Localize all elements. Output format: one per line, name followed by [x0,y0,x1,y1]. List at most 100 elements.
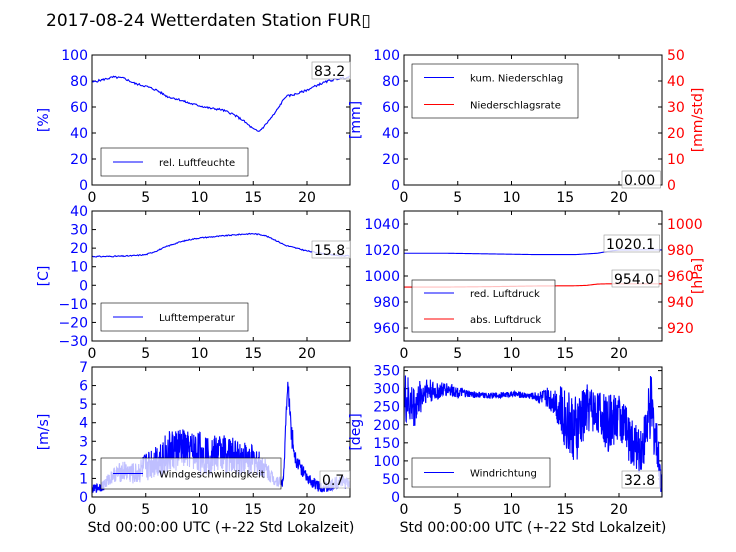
legend-box [411,279,556,333]
y-tick-label: 200 [373,418,400,434]
value-annotation-box [311,240,351,259]
y-tick-label: 80 [70,74,88,90]
value-annotation-box [319,470,351,489]
y-tick-label: 5 [79,397,88,413]
y2-tick-label: 0 [667,178,676,194]
y-tick-label: 60 [382,100,400,116]
legend-label: Lufttemperatur [159,313,236,324]
x-tick-label: 0 [88,346,97,362]
x-tick-label: 5 [453,502,462,518]
x-tick-label: 0 [400,190,409,206]
panel-temperature: 0 5 10 15 20 −30 −20 −10 0 10 20 30 40 Lufttemperatur… [36,204,351,362]
x-tick-label: 5 [453,346,462,362]
x-tick-label: 15 [244,346,262,362]
x-tick-label: 20 [298,346,316,362]
y2-tick-label: 10 [667,152,685,168]
y-tick-label: 0 [391,178,400,194]
y-tick-label: −10 [58,297,88,313]
y2-axis-label: [hPa] [690,258,706,294]
x-tick-label: 20 [298,190,316,206]
panel-precipitation: 0 5 10 15 20 0 20 40 60 80 100 0 10 20 30 40 50 kum. Nied… [348,48,706,206]
y2-tick-label: 960 [667,269,694,285]
y2-tick-label: 30 [667,100,685,116]
y-tick-label: 20 [382,152,400,168]
y2-tick-label: 20 [667,126,685,142]
series-line-lufttemperatur [91,232,351,258]
y-tick-label: 7 [79,360,88,376]
y-tick-label: 1020 [364,243,400,259]
series-line-windrichtung [403,375,663,496]
y-tick-label: 0 [79,178,88,194]
y-tick-label: −30 [58,334,88,350]
y-tick-label: 1040 [364,217,400,233]
y-tick-label: 20 [70,152,88,168]
y-tick-label: 1 [79,471,88,487]
axes-frame [91,366,351,498]
y-tick-label: 40 [382,126,400,142]
value-annotation: 32.8 [624,473,655,489]
x-tick-label: 10 [191,346,209,362]
panel-wind-direction: 0 5 10 15 20050100150200250300350Windrichtun… [348,364,666,536]
x-tick-label: 5 [141,346,150,362]
y-axis-label: [C] [36,266,52,287]
y2-tick-label: 940 [667,295,694,311]
panel-humidity: 0 5 10 15 20 0 20 40 60 80 100 rel. Luftfeuchte 83.2… [36,48,351,206]
x-tick-label: 15 [556,346,574,362]
y-tick-label: 3 [79,434,88,450]
y-tick-label: 50 [382,472,400,488]
x-tick-label: 20 [610,502,628,518]
value-annotation-box [621,470,661,489]
x-tick-label: 15 [556,502,574,518]
x-axis-label: Std 00:00:00 UTC (+-22 Std Lokalzeit) [400,520,667,536]
legend-label: kum. Niederschlag [470,74,563,85]
value-annotation: 15.8 [314,243,345,259]
y-tick-label: 2 [79,453,88,469]
value-annotation: 0.00 [624,173,655,189]
figure-title: 2017-08-24 Wetterdaten Station FUR▯ [46,11,371,31]
value-annotation-box [621,170,661,189]
y-tick-label: 10 [70,260,88,276]
y-tick-label: 960 [373,321,400,337]
x-tick-label: 5 [453,190,462,206]
y-axis-label: [mm] [348,101,364,139]
x-axis-label: Std 00:00:00 UTC (+-22 Std Lokalzeit) [88,520,355,536]
y-tick-label: 40 [70,126,88,142]
legend-label: red. Luftdruck [470,289,540,300]
x-tick-label: 0 [400,502,409,518]
x-tick-label: 10 [503,346,521,362]
x-tick-label: 10 [503,190,521,206]
y-axis-label: [m/s] [36,414,52,451]
x-tick-label: 20 [610,346,628,362]
value-annotation-box [611,269,660,288]
x-tick-label: 10 [191,502,209,518]
value-annotation: 954.0 [614,272,654,288]
legend-label: Windgeschwindigkeit [159,470,265,481]
y2-tick-label: 50 [667,48,685,64]
x-tick-label: 15 [556,190,574,206]
axes-frame [403,366,663,498]
value-annotation: 0.7 [322,473,344,489]
legend-label: Niederschlagsrate [470,101,561,112]
y-tick-label: 4 [79,416,88,432]
y-tick-label: 20 [70,241,88,257]
y-tick-label: −20 [58,315,88,331]
panel-pressure: 0 5 10 15 20 960 980 1000 1020 1040 920 940 960 980 10… [364,210,706,362]
y-tick-label: 60 [70,100,88,116]
y-tick-label: 150 [373,436,400,452]
axes-frame [403,54,663,186]
y-tick-label: 0 [79,278,88,294]
x-tick-label: 20 [610,190,628,206]
axes-frame [91,210,351,342]
x-tick-label: 5 [141,190,150,206]
series-line-rel-luftfeuchte [91,75,351,132]
y2-axis-label: [mm/std] [690,88,706,153]
y2-tick-label: 920 [667,321,694,337]
x-tick-label: 0 [88,502,97,518]
value-annotation-box [311,61,351,80]
y-tick-label: 0 [79,490,88,506]
value-annotation-box [603,234,660,253]
y2-tick-label: 40 [667,74,685,90]
x-tick-label: 0 [400,346,409,362]
